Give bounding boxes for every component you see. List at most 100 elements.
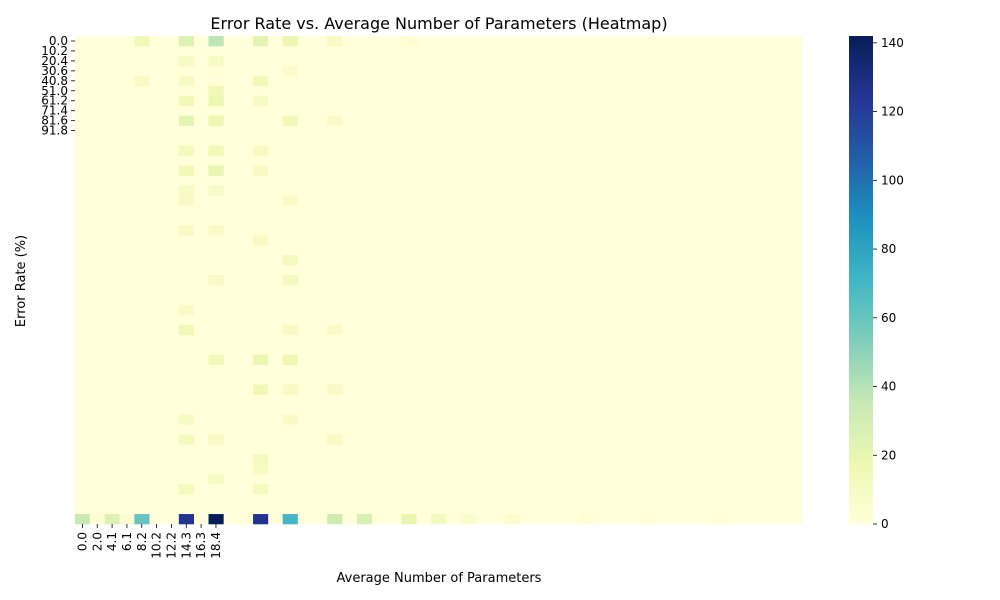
heatmap-cell [134,36,150,47]
heatmap-cell [638,514,654,525]
heatmap-cell [178,165,194,176]
heatmap-cell [208,514,224,525]
x-tick-label: 8.2 [135,532,149,551]
heatmap-cell [327,324,343,336]
heatmap-cell [253,464,269,475]
heatmap-cell [178,36,194,47]
heatmap-cell [505,514,521,525]
colorbar-tick-label: 120 [881,105,904,119]
heatmap-cell [327,36,343,47]
heatmap-cell [178,145,194,156]
heatmap-cell [178,55,194,67]
heatmap-cells [75,36,802,525]
heatmap-cell [282,384,298,395]
heatmap-cell [208,55,224,67]
heatmap-cell [282,354,298,365]
heatmap-cell [253,354,269,365]
colorbar-tick-label: 40 [881,380,896,394]
heatmap-cell [178,434,194,445]
heatmap-cell [208,36,224,47]
heatmap-cell [134,75,150,87]
heatmap-cell [282,36,298,47]
colorbar [849,36,873,524]
heatmap-cell [208,95,224,107]
x-axis-ticks: 0.0 2.0 4.1 6.1 8.2 10.2 12.2 14.3 16.3 18.4 [75,524,223,559]
y-axis-ticks: 0.010.220.430.640.851.061.271.481.691.8 [41,34,75,138]
heatmap-cell [253,235,269,246]
y-tick-label: 20.4 [41,54,68,68]
x-tick-label: 6.1 [120,532,134,551]
heatmap-cell [208,474,224,485]
heatmap-cell [253,454,269,465]
heatmap-cell [579,514,595,525]
colorbar-tick-label: 80 [881,242,896,256]
heatmap-cell [282,195,298,206]
heatmap-cell [327,514,343,525]
heatmap-cell [253,514,269,525]
colorbar-tick-label: 100 [881,173,904,187]
heatmap-cell [327,115,343,126]
heatmap-cell [327,434,343,445]
colorbar-tick-label: 20 [881,448,896,462]
heatmap-cell [253,165,269,176]
heatmap-cell [282,65,298,77]
heatmap-cell [178,304,194,316]
colorbar-tick-label: 0 [881,517,889,531]
x-tick-label: 0.0 [75,532,89,551]
heatmap-background [75,36,802,524]
heatmap-cell [401,36,417,47]
y-tick-label: 30.6 [41,64,68,78]
y-tick-label: 91.8 [41,124,68,138]
heatmap-cell [178,195,194,206]
heatmap-cell [178,95,194,107]
heatmap-cell [327,384,343,395]
heatmap-cell [178,484,194,495]
y-tick-label: 61.2 [41,94,68,108]
heatmap-cell [178,185,194,196]
heatmap-cell [104,514,120,525]
heatmap-cell [431,514,447,525]
heatmap-cell [356,514,373,525]
heatmap-cell [208,165,224,176]
heatmap-cell [282,414,298,425]
heatmap-cell [712,514,729,525]
x-tick-label: 16.3 [194,532,208,559]
x-tick-label: 14.3 [179,532,193,559]
heatmap-cell [253,484,269,495]
colorbar-ticks: 0 20 40 60 80 100 120 140 [873,36,904,531]
heatmap-cell [460,514,476,525]
chart-title: Error Rate vs. Average Number of Paramet… [210,14,667,33]
heatmap-cell [178,414,194,425]
y-tick-label: 71.4 [41,104,68,118]
y-axis-label: Error Rate (%) [14,235,29,327]
heatmap-cell [208,354,224,365]
y-tick-label: 0.0 [49,34,68,48]
heatmap-cell [282,514,298,525]
heatmap-cell [401,514,417,525]
x-tick-label: 2.0 [90,532,104,551]
colorbar-tick-label: 60 [881,311,896,325]
x-axis-label: Average Number of Parameters [337,571,542,586]
heatmap-cell [178,115,194,126]
heatmap-cell [253,95,269,107]
y-tick-label: 40.8 [41,74,68,88]
heatmap-cell [89,514,105,525]
heatmap-cell [75,514,91,525]
heatmap-cell [253,75,269,87]
colorbar-tick-label: 140 [881,36,904,50]
heatmap-cell [134,514,150,525]
heatmap-cell [208,85,224,97]
y-tick-label: 10.2 [41,44,68,58]
heatmap-cell [253,36,269,47]
heatmap-cell [282,324,298,336]
heatmap-cell [119,514,135,525]
heatmap-cell [178,225,194,236]
y-tick-label: 81.6 [41,114,68,128]
heatmap-cell [208,275,224,286]
heatmap-cell [208,145,224,156]
heatmap-cell [253,145,269,156]
heatmap-cell [282,115,298,126]
heatmap-cell [178,75,194,87]
heatmap-cell [208,225,224,236]
